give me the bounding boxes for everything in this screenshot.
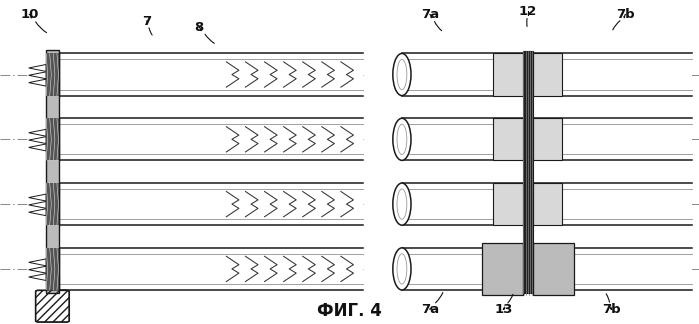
Bar (59, 248, 363, 290)
FancyBboxPatch shape (36, 290, 69, 322)
Bar (59, 183, 363, 225)
Text: ФИГ. 4: ФИГ. 4 (317, 302, 382, 320)
Bar (402, 53, 692, 96)
Ellipse shape (393, 183, 411, 225)
Bar (523, 51, 533, 293)
Bar (46, 50, 59, 293)
Text: 7b: 7b (617, 8, 635, 21)
Ellipse shape (393, 248, 411, 290)
Bar (402, 118, 692, 160)
Bar (46, 183, 59, 225)
Polygon shape (29, 202, 46, 208)
Polygon shape (29, 209, 46, 216)
Text: 8: 8 (194, 21, 204, 34)
Text: 10: 10 (20, 8, 38, 21)
Bar (402, 248, 692, 290)
Bar (493, 118, 523, 160)
Polygon shape (29, 144, 46, 151)
Polygon shape (29, 273, 46, 281)
Polygon shape (29, 137, 46, 144)
Bar (533, 53, 562, 96)
Polygon shape (29, 259, 46, 266)
Ellipse shape (393, 118, 411, 160)
Polygon shape (29, 266, 46, 273)
Text: 7: 7 (142, 15, 152, 28)
Polygon shape (29, 194, 46, 201)
Bar (493, 53, 523, 96)
Bar (533, 243, 574, 295)
Bar (533, 118, 562, 160)
Text: 7b: 7b (603, 303, 621, 316)
Bar (482, 243, 523, 295)
Bar (493, 183, 523, 225)
Bar (402, 183, 692, 225)
Polygon shape (29, 79, 46, 86)
Polygon shape (29, 72, 46, 79)
Ellipse shape (393, 53, 411, 96)
Bar (59, 53, 363, 96)
Bar (46, 248, 59, 290)
Text: 12: 12 (519, 5, 537, 18)
Bar (533, 183, 562, 225)
Text: 7a: 7a (421, 303, 439, 316)
Polygon shape (29, 129, 46, 136)
Text: 7a: 7a (421, 8, 439, 21)
Bar (46, 53, 59, 96)
Polygon shape (29, 64, 46, 71)
Bar (59, 118, 363, 160)
Text: 13: 13 (494, 303, 512, 316)
Bar (46, 118, 59, 160)
